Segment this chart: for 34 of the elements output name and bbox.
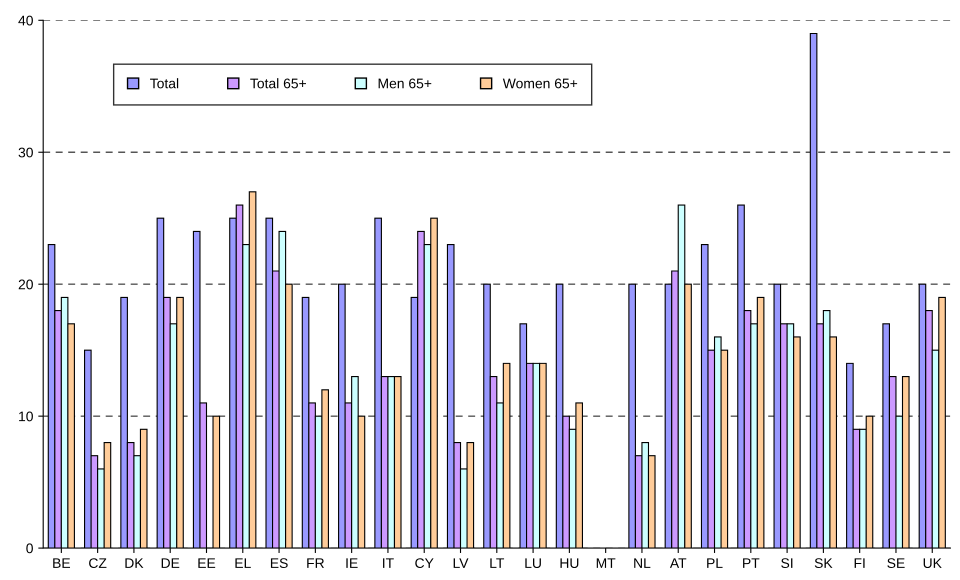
legend-label: Women 65+ xyxy=(502,78,578,88)
y-tick-label: 30 xyxy=(18,148,33,158)
y-tick-label: 10 xyxy=(19,411,33,422)
legend-label: Total 65+ xyxy=(250,78,306,88)
x-tick-label: EL xyxy=(235,558,251,568)
x-tick-label: EE xyxy=(198,558,216,568)
legend-label: Men 65+ xyxy=(378,78,432,88)
y-tick-label: 40 xyxy=(18,16,33,26)
x-tick-label: FI xyxy=(854,558,865,568)
x-tick-label: NL xyxy=(634,558,650,568)
x-tick-label: MT xyxy=(596,558,616,568)
x-tick-label: FR xyxy=(307,558,324,568)
x-tick-label: CZ xyxy=(89,558,106,568)
x-tick-label: LV xyxy=(454,558,468,568)
x-tick-label: CY xyxy=(415,558,434,568)
x-tick-label: DE xyxy=(162,558,180,568)
x-tick-label: SI xyxy=(781,558,792,568)
x-tick-label: LT xyxy=(490,558,504,568)
x-tick-label: SK xyxy=(814,558,832,568)
x-tick-label: PL xyxy=(707,558,723,568)
legend-label: Total xyxy=(150,78,178,88)
x-tick-label: IT xyxy=(383,558,394,568)
y-tick-label: 0 xyxy=(26,543,33,554)
x-tick-label: ES xyxy=(270,558,288,568)
y-tick-label: 20 xyxy=(18,280,33,290)
x-tick-label: AT xyxy=(670,558,686,568)
x-tick-label: UK xyxy=(924,558,942,568)
x-tick-label: LU xyxy=(525,558,541,568)
x-tick-label: BE xyxy=(53,558,70,568)
x-tick-label: HU xyxy=(560,558,578,568)
x-tick-label: PT xyxy=(743,558,760,568)
x-tick-label: IE xyxy=(346,558,358,568)
x-tick-label: SE xyxy=(887,558,905,568)
x-tick-label: DK xyxy=(125,558,144,568)
